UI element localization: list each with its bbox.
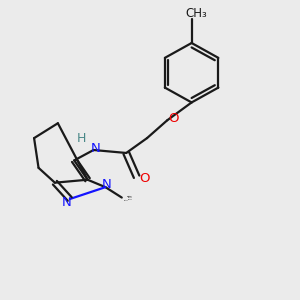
Text: CH₃: CH₃	[185, 8, 207, 20]
Text: methyl: methyl	[128, 196, 133, 197]
Text: N: N	[91, 142, 101, 155]
Text: O: O	[169, 112, 179, 125]
Text: N: N	[102, 178, 112, 191]
Text: methyl: methyl	[124, 200, 129, 201]
Text: O: O	[140, 172, 150, 185]
Text: methyl: methyl	[127, 196, 132, 197]
Text: methyl: methyl	[128, 197, 133, 198]
Text: H: H	[77, 132, 86, 145]
Text: methyl: methyl	[128, 198, 133, 200]
Text: N: N	[62, 196, 72, 208]
